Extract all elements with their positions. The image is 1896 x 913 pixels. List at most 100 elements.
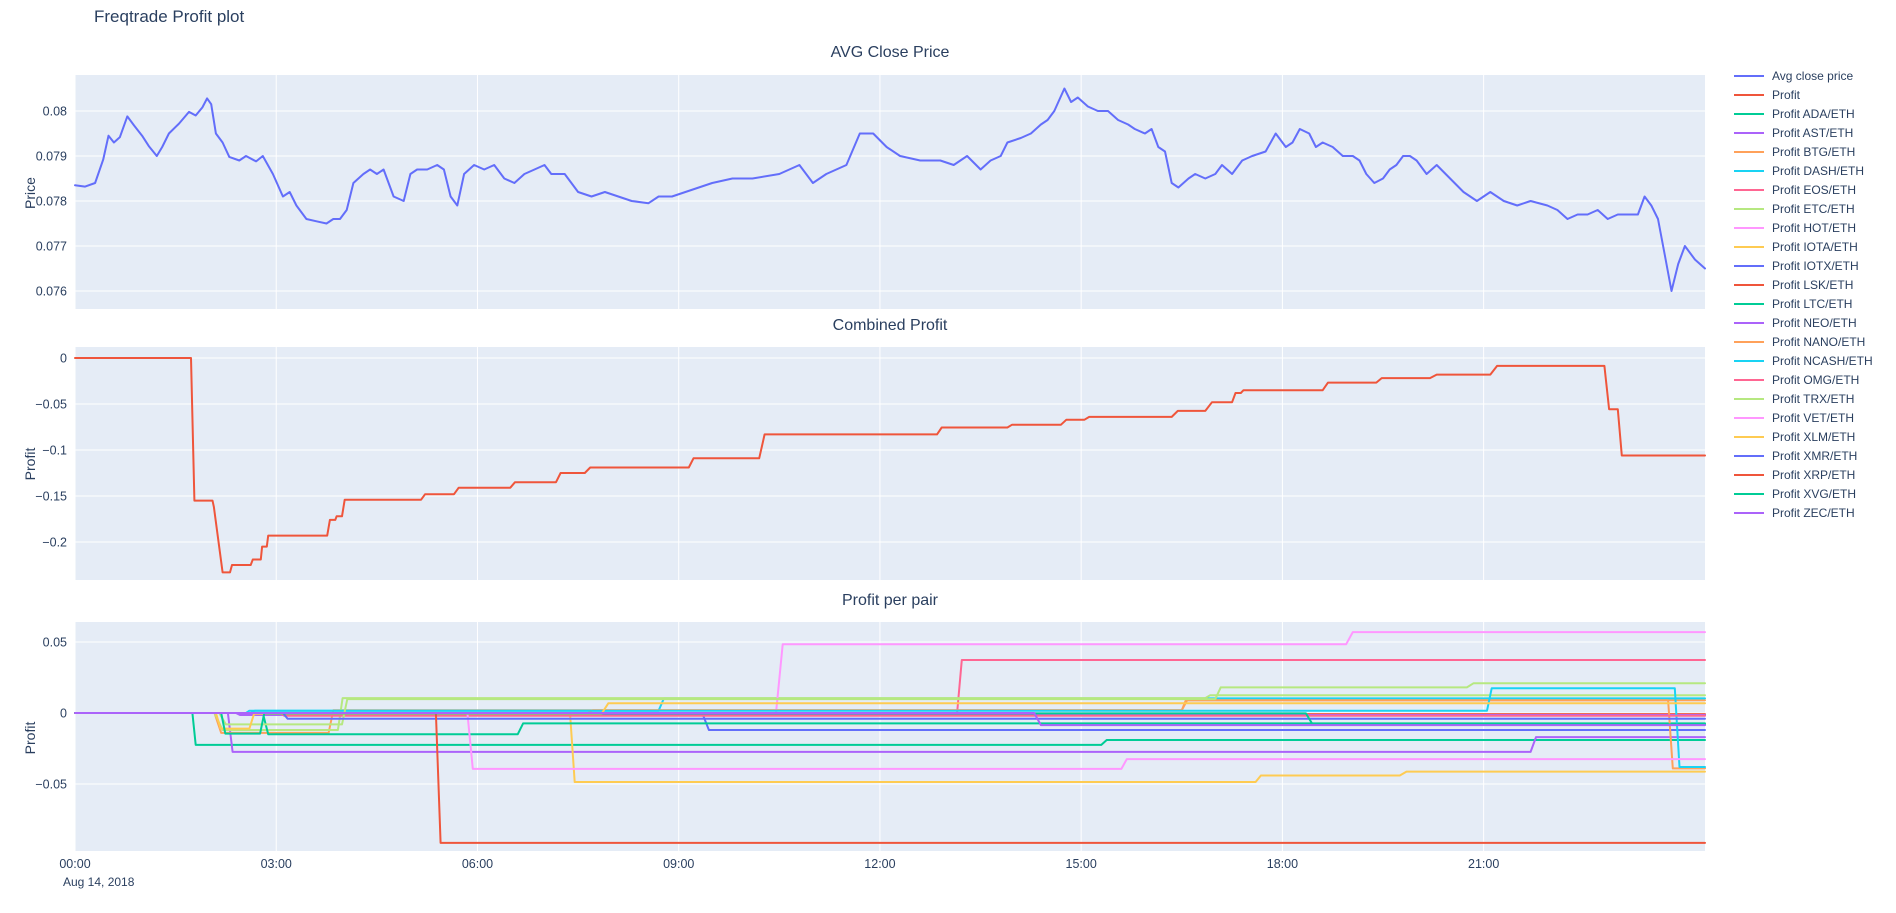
series-profit-iota-eth[interactable] xyxy=(74,712,1706,783)
legend-label: Profit XRP/ETH xyxy=(1772,467,1856,482)
legend-item-profit-iota-eth[interactable]: Profit IOTA/ETH xyxy=(1734,237,1873,256)
y-tick-label: −0.15 xyxy=(35,490,67,504)
legend-item-profit-dash-eth[interactable]: Profit DASH/ETH xyxy=(1734,161,1873,180)
legend-label: Profit NANO/ETH xyxy=(1772,334,1866,349)
series-profit-zec-eth[interactable] xyxy=(74,712,1706,727)
series-profit[interactable] xyxy=(74,357,1706,574)
x-tick-label: 21:00 xyxy=(1468,857,1499,871)
subplot-2: 0.05 0 −0.05 xyxy=(35,622,1706,851)
legend-line-sample xyxy=(1734,473,1764,476)
y-tick-label: 0.076 xyxy=(36,285,67,299)
legend-item-profit-ada-eth[interactable]: Profit ADA/ETH xyxy=(1734,104,1873,123)
legend-label: Profit TRX/ETH xyxy=(1772,391,1855,406)
y-tick-label: −0.05 xyxy=(35,398,67,412)
legend-label: Profit IOTX/ETH xyxy=(1772,258,1859,273)
legend-line-sample xyxy=(1734,226,1764,229)
y-tick-label: 0 xyxy=(60,707,67,721)
legend-line-sample xyxy=(1734,131,1764,134)
legend-item-profit-trx-eth[interactable]: Profit TRX/ETH xyxy=(1734,389,1873,408)
legend-item-profit-xlm-eth[interactable]: Profit XLM/ETH xyxy=(1734,427,1873,446)
subplot-1: 0 −0.05 −0.1 −0.15 −0.2 xyxy=(35,347,1706,580)
legend-line-sample xyxy=(1734,188,1764,191)
y-tick-label: −0.05 xyxy=(35,777,67,791)
legend-item-profit-eos-eth[interactable]: Profit EOS/ETH xyxy=(1734,180,1873,199)
legend-label: Profit ADA/ETH xyxy=(1772,106,1855,121)
legend-label: Profit DASH/ETH xyxy=(1772,163,1865,178)
x-tick-label: 00:00 xyxy=(59,857,90,871)
x-tick-label: 06:00 xyxy=(462,857,493,871)
subplot-title-avg-close-price: AVG Close Price xyxy=(830,44,950,61)
legend-label: Profit IOTA/ETH xyxy=(1772,239,1858,254)
legend-label: Profit OMG/ETH xyxy=(1772,372,1860,387)
legend-item-profit-xrp-eth[interactable]: Profit XRP/ETH xyxy=(1734,465,1873,484)
legend-item-profit-zec-eth[interactable]: Profit ZEC/ETH xyxy=(1734,503,1873,522)
legend-item-profit-btg-eth[interactable]: Profit BTG/ETH xyxy=(1734,142,1873,161)
legend-line-sample xyxy=(1734,454,1764,457)
legend-item-profit[interactable]: Profit xyxy=(1734,85,1873,104)
legend-item-profit-neo-eth[interactable]: Profit NEO/ETH xyxy=(1734,313,1873,332)
legend-line-sample xyxy=(1734,359,1764,362)
legend-line-sample xyxy=(1734,397,1764,400)
legend-label: Profit XLM/ETH xyxy=(1772,429,1856,444)
legend-line-sample xyxy=(1734,416,1764,419)
y-tick-label: −0.1 xyxy=(42,444,67,458)
legend-label: Profit ETC/ETH xyxy=(1772,201,1855,216)
legend-line-sample xyxy=(1734,492,1764,495)
legend-line-sample xyxy=(1734,511,1764,514)
legend-item-profit-ncash-eth[interactable]: Profit NCASH/ETH xyxy=(1734,351,1873,370)
subplot-0: 0.08 0.079 0.078 0.077 0.076 xyxy=(36,75,1706,309)
legend-label: Profit VET/ETH xyxy=(1772,410,1855,425)
subplot-title-profit-per-pair: Profit per pair xyxy=(841,592,939,609)
legend-item-profit-etc-eth[interactable]: Profit ETC/ETH xyxy=(1734,199,1873,218)
legend-label: Avg close price xyxy=(1772,68,1854,83)
legend-item-profit-ltc-eth[interactable]: Profit LTC/ETH xyxy=(1734,294,1873,313)
legend-label: Profit XVG/ETH xyxy=(1772,486,1857,501)
legend: Avg close price Profit Profit ADA/ETH Profi… xyxy=(1734,66,1873,522)
legend-line-sample xyxy=(1734,93,1764,96)
series-profit-xlm-eth[interactable] xyxy=(74,702,1706,730)
y-tick-label: −0.2 xyxy=(42,536,67,550)
y-tick-label: 0.078 xyxy=(36,195,67,209)
legend-item-profit-vet-eth[interactable]: Profit VET/ETH xyxy=(1734,408,1873,427)
legend-item-profit-xvg-eth[interactable]: Profit XVG/ETH xyxy=(1734,484,1873,503)
legend-item-avg-close-price[interactable]: Avg close price xyxy=(1734,66,1873,85)
plot-background xyxy=(75,622,1705,851)
x-tick-label: 09:00 xyxy=(663,857,694,871)
series-avg-close-price[interactable] xyxy=(74,87,1706,292)
y-tick-label: 0.05 xyxy=(43,636,67,650)
legend-label: Profit XMR/ETH xyxy=(1772,448,1858,463)
legend-line-sample xyxy=(1734,74,1764,77)
plot-background xyxy=(75,347,1705,580)
legend-label: Profit LSK/ETH xyxy=(1772,277,1854,292)
y-tick-label: 0 xyxy=(60,352,67,366)
y-tick-label: 0.077 xyxy=(36,240,67,254)
series-profit-xvg-eth[interactable] xyxy=(74,712,1706,735)
legend-line-sample xyxy=(1734,435,1764,438)
y-tick-label: 0.08 xyxy=(43,105,67,119)
legend-label: Profit AST/ETH xyxy=(1772,125,1854,140)
legend-line-sample xyxy=(1734,264,1764,267)
y-tick-label: 0.079 xyxy=(36,150,67,164)
legend-label: Profit LTC/ETH xyxy=(1772,296,1853,311)
legend-line-sample xyxy=(1734,150,1764,153)
legend-item-profit-ast-eth[interactable]: Profit AST/ETH xyxy=(1734,123,1873,142)
plot-background xyxy=(75,75,1705,309)
legend-item-profit-lsk-eth[interactable]: Profit LSK/ETH xyxy=(1734,275,1873,294)
x-tick-label: 03:00 xyxy=(261,857,292,871)
legend-line-sample xyxy=(1734,378,1764,381)
legend-item-profit-iotx-eth[interactable]: Profit IOTX/ETH xyxy=(1734,256,1873,275)
legend-label: Profit NEO/ETH xyxy=(1772,315,1857,330)
legend-item-profit-nano-eth[interactable]: Profit NANO/ETH xyxy=(1734,332,1873,351)
legend-item-profit-xmr-eth[interactable]: Profit XMR/ETH xyxy=(1734,446,1873,465)
legend-item-profit-omg-eth[interactable]: Profit OMG/ETH xyxy=(1734,370,1873,389)
x-tick-label: 15:00 xyxy=(1066,857,1097,871)
x-tick-label: 12:00 xyxy=(864,857,895,871)
legend-line-sample xyxy=(1734,283,1764,286)
legend-line-sample xyxy=(1734,207,1764,210)
legend-line-sample xyxy=(1734,112,1764,115)
x-axis-date-label: Aug 14, 2018 xyxy=(63,875,135,889)
legend-item-profit-hot-eth[interactable]: Profit HOT/ETH xyxy=(1734,218,1873,237)
legend-label: Profit HOT/ETH xyxy=(1772,220,1857,235)
